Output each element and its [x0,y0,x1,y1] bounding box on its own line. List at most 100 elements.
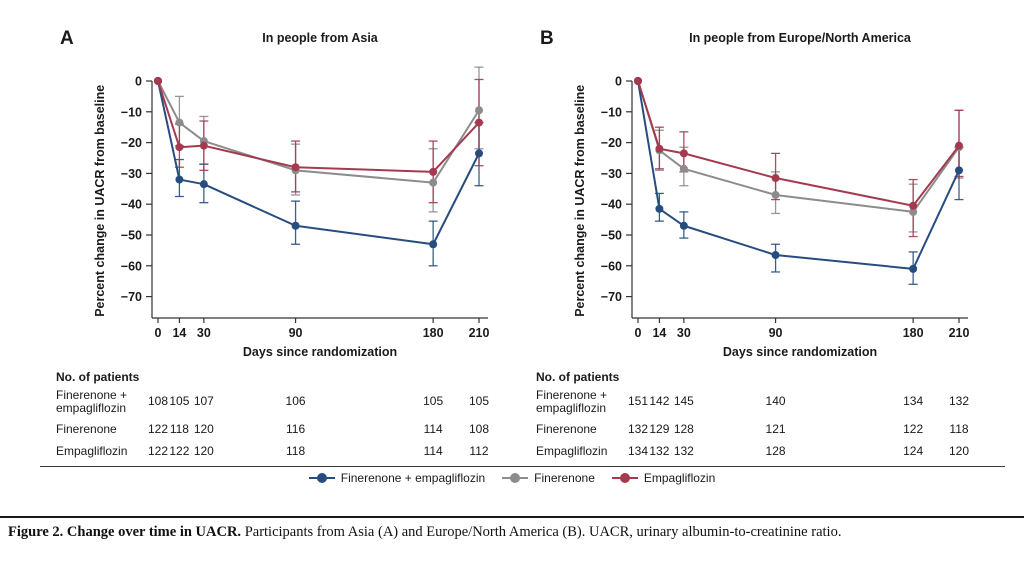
patient-count: 145 [673,394,694,408]
patients-header: No. of patients [536,370,620,384]
x-tick-label: 180 [423,326,444,340]
data-point [429,240,438,249]
patients-table-b: No. of patients Finerenone + empagliflozin… [520,363,1000,465]
patient-count: 105 [468,394,490,408]
patient-count: 129 [649,422,670,436]
y-tick-label: −50 [121,229,142,243]
caption-text: Participants from Asia (A) and Europe/No… [241,524,842,540]
patient-count: 122 [147,422,169,436]
chart-title: In people from Asia [262,31,379,45]
patients-table-a: No. of patients Finerenone + empagliflozin… [40,363,520,465]
patient-count: 140 [765,394,786,408]
data-point [771,190,780,199]
patient-count: 106 [285,394,306,408]
data-point [199,180,208,189]
patient-count: 114 [423,444,443,458]
patient-count: 151 [627,394,649,408]
patient-count: 120 [948,444,970,458]
x-tick-label: 90 [769,326,783,340]
patient-count: 122 [147,444,169,458]
y-tick-label: 0 [135,75,142,89]
patients-row-label: Finerenone [536,422,597,436]
patient-count: 132 [627,422,649,436]
patient-count: 132 [948,394,970,408]
x-tick-label: 14 [652,326,666,340]
error-bars [174,78,484,204]
patient-count: 120 [193,422,214,436]
data-point [771,174,780,183]
patient-count: 107 [193,394,214,408]
y-tick-label: −10 [121,105,142,119]
series-line [637,80,960,207]
patients-row-label: Empagliflozin [56,444,128,458]
caption-title: Figure 2. Change over time in UACR. [8,524,242,540]
series-line [157,80,480,246]
data-point [909,264,918,273]
error-bars [654,109,964,233]
data-point [634,77,642,85]
series-line [637,80,960,213]
series-line [157,80,480,173]
data-point [679,149,688,158]
patient-count: 122 [903,422,924,436]
data-point [655,204,664,213]
legend-item: Finerenone + empagliflozin [308,471,486,485]
patients-row-label: Finerenone + [536,388,608,402]
data-point [909,207,918,216]
patient-count: 132 [649,444,670,458]
data-point [771,251,780,260]
patient-count: 120 [193,444,214,458]
y-tick-label: −20 [601,136,622,150]
y-tick-label: −70 [601,290,622,304]
series-line [637,80,960,270]
x-tick-label: 90 [289,326,303,340]
panel-letter: B [540,28,554,49]
data-point [429,167,438,176]
x-tick-label: 210 [949,326,970,340]
legend-label: Finerenone [534,471,595,485]
x-tick-label: 0 [155,326,162,340]
patient-count: 134 [627,444,649,458]
x-tick-label: 30 [197,326,211,340]
data-point [475,106,484,115]
patients-header: No. of patients [56,370,140,384]
patient-count: 132 [673,444,694,458]
y-tick-label: −40 [601,198,622,212]
error-bars [174,121,484,267]
patient-count: 105 [169,394,190,408]
data-point [175,175,184,184]
patient-count: 114 [423,422,443,436]
tables-bottom-rule [40,466,1005,467]
patient-count: 116 [285,422,306,436]
patients-row-label: empagliflozin [536,401,607,415]
legend-series-marker-icon [611,473,638,483]
legend-series-marker-icon [308,473,335,483]
data-point [909,201,918,210]
patient-count: 112 [469,444,489,458]
legend-label: Empagliflozin [643,471,716,485]
y-axis-label: Percent change in UACR from baseline [93,85,107,317]
y-tick-label: −60 [121,259,142,273]
patient-count: 124 [903,444,924,458]
chart-panel-b: B In people from Europe/North America Perc… [540,28,970,359]
data-point [291,163,300,172]
x-tick-label: 210 [469,326,490,340]
data-point [475,149,484,158]
legend-item: Finerenone [502,471,595,485]
panel-letter: A [60,28,74,49]
legend-label: Finerenone + empagliflozin [340,471,486,485]
error-bars [174,66,484,213]
patient-count: 122 [169,444,190,458]
patient-count: 142 [649,394,670,408]
y-tick-label: −20 [121,136,142,150]
patient-count: 118 [285,444,306,458]
y-tick-label: −40 [121,198,142,212]
figure-caption: Figure 2. Change over time in UACR. Part… [8,522,1014,544]
data-point [175,118,184,127]
chart-legend: Finerenone + empagliflozin Finerenone Empa… [0,471,1024,485]
patients-row-label: empagliflozin [56,401,127,415]
y-tick-label: −10 [601,105,622,119]
y-tick-label: −30 [601,167,622,181]
patients-row-label: Finerenone + [56,388,128,402]
data-point [154,77,162,85]
